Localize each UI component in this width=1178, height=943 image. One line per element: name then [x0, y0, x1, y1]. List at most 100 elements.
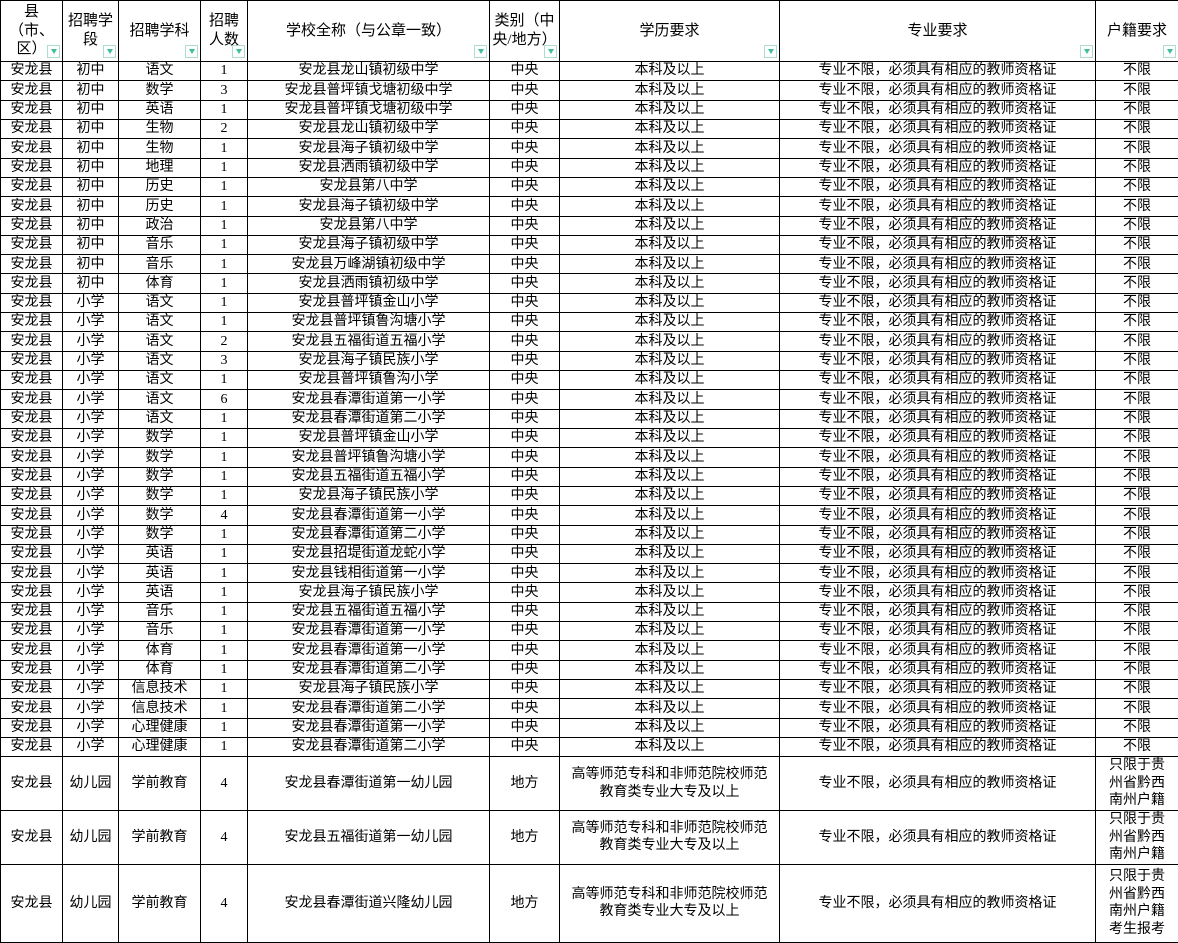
table-cell-county[interactable]: 安龙县: [1, 119, 63, 138]
filter-dropdown-icon[interactable]: [764, 45, 777, 58]
table-cell-residency-requirement[interactable]: 不限: [1096, 177, 1178, 196]
table-cell-school-name[interactable]: 安龙县普坪镇鲁沟塘小学: [248, 313, 490, 332]
table-cell-category[interactable]: 中央: [490, 390, 560, 409]
table-cell-stage[interactable]: 小学: [63, 390, 119, 409]
table-cell-school-name[interactable]: 安龙县洒雨镇初级中学: [248, 274, 490, 293]
table-cell-county[interactable]: 安龙县: [1, 197, 63, 216]
table-cell-major-requirement[interactable]: 专业不限，必须具有相应的教师资格证: [780, 680, 1096, 699]
table-cell-subject[interactable]: 英语: [119, 583, 201, 602]
table-cell-major-requirement[interactable]: 专业不限，必须具有相应的教师资格证: [780, 216, 1096, 235]
table-cell-stage[interactable]: 幼儿园: [63, 864, 119, 942]
table-cell-school-name[interactable]: 安龙县龙山镇初级中学: [248, 119, 490, 138]
table-cell-major-requirement[interactable]: 专业不限，必须具有相应的教师资格证: [780, 293, 1096, 312]
table-cell-residency-requirement[interactable]: 不限: [1096, 274, 1178, 293]
table-cell-school-name[interactable]: 安龙县海子镇民族小学: [248, 486, 490, 505]
table-cell-subject[interactable]: 语文: [119, 332, 201, 351]
table-cell-subject[interactable]: 英语: [119, 100, 201, 119]
table-cell-subject[interactable]: 音乐: [119, 255, 201, 274]
table-cell-county[interactable]: 安龙县: [1, 622, 63, 641]
table-cell-stage[interactable]: 小学: [63, 602, 119, 621]
filter-dropdown-icon[interactable]: [544, 45, 557, 58]
table-cell-major-requirement[interactable]: 专业不限，必须具有相应的教师资格证: [780, 139, 1096, 158]
table-cell-county[interactable]: 安龙县: [1, 274, 63, 293]
table-cell-county[interactable]: 安龙县: [1, 486, 63, 505]
table-cell-residency-requirement[interactable]: 只限于贵州省黔西南州户籍: [1096, 757, 1178, 811]
table-cell-school-name[interactable]: 安龙县龙山镇初级中学: [248, 62, 490, 81]
table-cell-subject[interactable]: 音乐: [119, 602, 201, 621]
table-cell-county[interactable]: 安龙县: [1, 371, 63, 390]
table-cell-education-requirement[interactable]: 本科及以上: [560, 62, 780, 81]
table-cell-major-requirement[interactable]: 专业不限，必须具有相应的教师资格证: [780, 62, 1096, 81]
table-cell-subject[interactable]: 体育: [119, 274, 201, 293]
table-cell-residency-requirement[interactable]: 只限于贵州省黔西南州户籍考生报考: [1096, 864, 1178, 942]
table-cell-major-requirement[interactable]: 专业不限，必须具有相应的教师资格证: [780, 274, 1096, 293]
table-cell-school-name[interactable]: 安龙县春潭街道第二小学: [248, 409, 490, 428]
table-cell-stage[interactable]: 初中: [63, 81, 119, 100]
table-cell-category[interactable]: 中央: [490, 177, 560, 196]
table-cell-school-name[interactable]: 安龙县洒雨镇初级中学: [248, 158, 490, 177]
table-cell-count[interactable]: 1: [201, 718, 248, 737]
table-cell-county[interactable]: 安龙县: [1, 737, 63, 756]
table-cell-stage[interactable]: 小学: [63, 564, 119, 583]
table-cell-category[interactable]: 中央: [490, 197, 560, 216]
table-cell-county[interactable]: 安龙县: [1, 390, 63, 409]
table-cell-count[interactable]: 1: [201, 544, 248, 563]
table-cell-count[interactable]: 1: [201, 428, 248, 447]
table-cell-county[interactable]: 安龙县: [1, 351, 63, 370]
table-cell-education-requirement[interactable]: 本科及以上: [560, 313, 780, 332]
table-cell-education-requirement[interactable]: 本科及以上: [560, 641, 780, 660]
table-cell-stage[interactable]: 小学: [63, 718, 119, 737]
table-cell-school-name[interactable]: 安龙县普坪镇金山小学: [248, 293, 490, 312]
table-cell-education-requirement[interactable]: 高等师范专科和非师范院校师范教育类专业大专及以上: [560, 810, 780, 864]
table-cell-residency-requirement[interactable]: 不限: [1096, 255, 1178, 274]
table-cell-major-requirement[interactable]: 专业不限，必须具有相应的教师资格证: [780, 313, 1096, 332]
table-cell-residency-requirement[interactable]: 不限: [1096, 448, 1178, 467]
table-cell-education-requirement[interactable]: 本科及以上: [560, 525, 780, 544]
table-cell-residency-requirement[interactable]: 不限: [1096, 351, 1178, 370]
table-cell-category[interactable]: 地方: [490, 757, 560, 811]
table-cell-education-requirement[interactable]: 本科及以上: [560, 100, 780, 119]
table-cell-stage[interactable]: 小学: [63, 467, 119, 486]
table-cell-residency-requirement[interactable]: 不限: [1096, 81, 1178, 100]
table-cell-residency-requirement[interactable]: 不限: [1096, 680, 1178, 699]
table-cell-count[interactable]: 1: [201, 622, 248, 641]
table-cell-education-requirement[interactable]: 本科及以上: [560, 544, 780, 563]
table-cell-count[interactable]: 6: [201, 390, 248, 409]
table-cell-education-requirement[interactable]: 本科及以上: [560, 371, 780, 390]
table-cell-stage[interactable]: 初中: [63, 274, 119, 293]
table-cell-education-requirement[interactable]: 本科及以上: [560, 293, 780, 312]
table-cell-subject[interactable]: 语文: [119, 390, 201, 409]
table-cell-county[interactable]: 安龙县: [1, 525, 63, 544]
table-cell-stage[interactable]: 小学: [63, 660, 119, 679]
table-cell-school-name[interactable]: 安龙县春潭街道第二小学: [248, 737, 490, 756]
table-cell-count[interactable]: 1: [201, 100, 248, 119]
table-cell-count[interactable]: 4: [201, 757, 248, 811]
table-cell-category[interactable]: 中央: [490, 255, 560, 274]
table-cell-count[interactable]: 1: [201, 197, 248, 216]
table-cell-subject[interactable]: 数学: [119, 486, 201, 505]
table-cell-stage[interactable]: 小学: [63, 583, 119, 602]
table-cell-stage[interactable]: 初中: [63, 177, 119, 196]
table-cell-residency-requirement[interactable]: 不限: [1096, 100, 1178, 119]
table-cell-category[interactable]: 中央: [490, 486, 560, 505]
table-cell-county[interactable]: 安龙县: [1, 255, 63, 274]
table-cell-education-requirement[interactable]: 本科及以上: [560, 390, 780, 409]
table-cell-education-requirement[interactable]: 本科及以上: [560, 409, 780, 428]
table-cell-residency-requirement[interactable]: 不限: [1096, 409, 1178, 428]
table-cell-stage[interactable]: 初中: [63, 119, 119, 138]
table-cell-school-name[interactable]: 安龙县钱相街道第一小学: [248, 564, 490, 583]
table-cell-residency-requirement[interactable]: 不限: [1096, 371, 1178, 390]
table-cell-residency-requirement[interactable]: 不限: [1096, 622, 1178, 641]
table-cell-school-name[interactable]: 安龙县普坪镇戈塘初级中学: [248, 100, 490, 119]
table-cell-category[interactable]: 中央: [490, 660, 560, 679]
table-cell-category[interactable]: 地方: [490, 864, 560, 942]
table-cell-school-name[interactable]: 安龙县春潭街道第一幼儿园: [248, 757, 490, 811]
table-cell-school-name[interactable]: 安龙县海子镇初级中学: [248, 235, 490, 254]
table-cell-residency-requirement[interactable]: 不限: [1096, 718, 1178, 737]
table-cell-count[interactable]: 1: [201, 313, 248, 332]
table-cell-residency-requirement[interactable]: 不限: [1096, 564, 1178, 583]
table-cell-residency-requirement[interactable]: 不限: [1096, 602, 1178, 621]
table-cell-school-name[interactable]: 安龙县海子镇初级中学: [248, 197, 490, 216]
table-cell-count[interactable]: 3: [201, 351, 248, 370]
table-cell-major-requirement[interactable]: 专业不限，必须具有相应的教师资格证: [780, 428, 1096, 447]
